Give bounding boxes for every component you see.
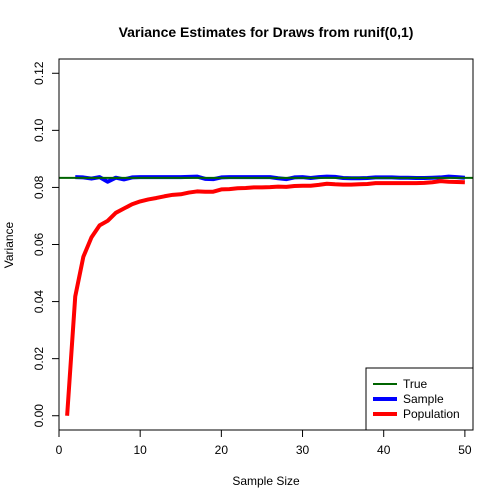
y-tick-label: 0.04 (32, 290, 46, 314)
x-tick-label: 10 (133, 443, 147, 457)
x-axis-label: Sample Size (232, 474, 300, 488)
y-axis-label: Variance (2, 221, 16, 268)
x-tick-label: 0 (56, 443, 63, 457)
x-tick-label: 20 (215, 443, 229, 457)
y-tick-label: 0.02 (32, 347, 46, 371)
plot-area: 0 10 20 30 40 50 0.00 0.02 0.04 0.06 0.08 0.10 0.12 T… (32, 59, 473, 457)
chart-title: Variance Estimates for Draws from runif(… (119, 24, 414, 40)
legend-entry-population-label: Population (403, 407, 460, 421)
y-tick-label: 0.08 (32, 175, 46, 199)
legend-entry-true-label: True (403, 377, 428, 391)
y-tick-label: 0.10 (32, 118, 46, 142)
y-tick-label: 0.00 (32, 404, 46, 428)
y-tick-label: 0.06 (32, 232, 46, 256)
legend-entry-sample-label: Sample (403, 392, 444, 406)
x-tick-label: 40 (377, 443, 391, 457)
x-tick-label: 50 (458, 443, 472, 457)
x-tick-label: 30 (296, 443, 310, 457)
y-tick-label: 0.12 (32, 61, 46, 85)
